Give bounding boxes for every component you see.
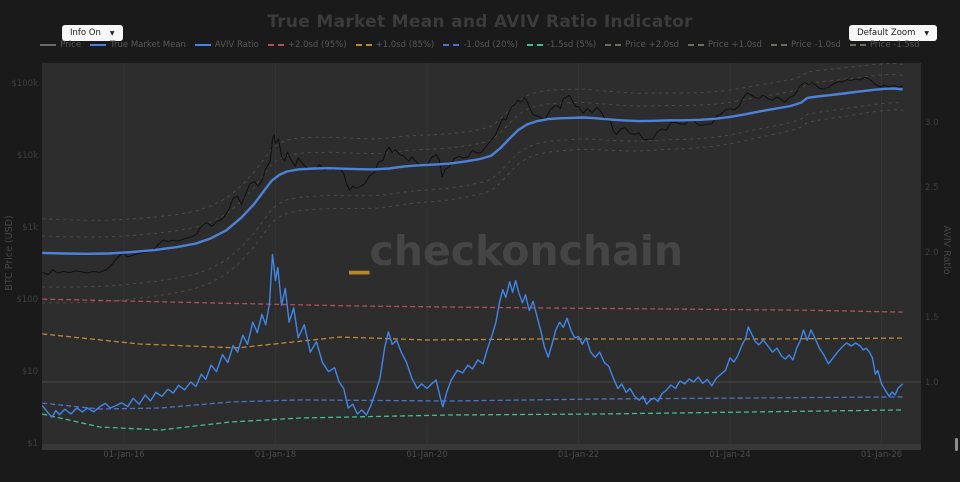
price-axis-tick-label: $1 xyxy=(27,439,38,449)
price-axis-tick-label: $100k xyxy=(11,79,38,89)
legend-item-label: +2.0sd (95%) xyxy=(287,40,347,50)
legend-swatch xyxy=(355,44,372,46)
zoom-dropdown[interactable]: Default Zoom ▼ xyxy=(849,25,937,41)
price-axis-tick-label: $10 xyxy=(22,367,38,377)
legend-item-label: Price -1.0sd xyxy=(790,40,841,50)
x-axis-tick-label: 01-Jan-20 xyxy=(406,450,447,460)
plot-background xyxy=(42,63,921,444)
legend-item-1-0sd-85[interactable]: +1.0sd (85%) xyxy=(355,40,435,50)
legend-item-label: True Market Mean xyxy=(110,40,186,50)
ratio-axis-title: AVIV Ratio xyxy=(941,225,952,274)
x-axis-tick-label: 01-Jan-26 xyxy=(861,450,902,460)
series-1-5sd-5 xyxy=(42,409,903,431)
legend-swatch xyxy=(688,44,705,46)
series-true-market-mean xyxy=(42,87,903,255)
chevron-down-icon: ▼ xyxy=(109,29,115,37)
legend-item-price-1-0sd[interactable]: Price -1.0sd xyxy=(770,40,841,50)
ratio-axis-tick-label: 1.5 xyxy=(925,313,939,323)
legend-item-label: -1.0sd (20%) xyxy=(463,40,518,50)
ratio-axis-tick-label: 1.0 xyxy=(925,378,939,388)
series-2-0sd-95 xyxy=(42,298,903,313)
band-price-1-0sd xyxy=(42,102,903,288)
zoom-dropdown-label: Default Zoom xyxy=(857,28,916,38)
legend-item-2-0sd-95[interactable]: +2.0sd (95%) xyxy=(267,40,347,50)
legend-item-1-5sd-5[interactable]: -1.5sd (5%) xyxy=(526,40,597,50)
legend-swatch xyxy=(40,44,57,46)
price-axis-tick-label: $10k xyxy=(17,151,38,161)
legend-swatch xyxy=(194,44,211,46)
ratio-axis-tick-label: 3.0 xyxy=(925,118,939,128)
legend-item-label: -1.5sd (5%) xyxy=(546,40,597,50)
legend-swatch xyxy=(605,44,622,46)
x-axis-tick-label: 01-Jan-18 xyxy=(255,450,296,460)
info-dropdown-label: Info On xyxy=(70,28,101,38)
chevron-down-icon: ▼ xyxy=(924,29,929,37)
price-axis-tick-label: $100 xyxy=(16,295,38,305)
series-aviv-ratio xyxy=(42,253,904,418)
band-price-1-5sd xyxy=(42,109,903,304)
price-axis-title: BTC Price (USD) xyxy=(4,215,15,290)
legend-swatch xyxy=(267,44,284,46)
legend-item-price[interactable]: Price xyxy=(40,40,81,50)
info-dropdown[interactable]: Info On ▼ xyxy=(62,25,123,41)
legend-swatch xyxy=(90,44,107,46)
legend-swatch xyxy=(770,44,787,46)
legend-item-aviv-ratio[interactable]: AVIV Ratio xyxy=(194,40,259,50)
legend: Price True Market Mean AVIV Ratio +2.0sd (9… xyxy=(0,40,960,50)
series-price xyxy=(42,76,903,276)
legend-item-price-2-0sd[interactable]: Price +2.0sd xyxy=(605,40,679,50)
series-1-0sd-85 xyxy=(42,333,903,349)
x-axis-tick-label: 01-Jan-22 xyxy=(558,450,599,460)
page-title: True Market Mean and AVIV Ratio Indicato… xyxy=(267,12,693,32)
legend-swatch xyxy=(849,44,866,46)
legend-item-label: Price +2.0sd xyxy=(625,40,680,50)
scrollbar-thumb[interactable] xyxy=(955,438,958,451)
series-group xyxy=(42,63,904,431)
band-price-2-0sd xyxy=(42,63,903,221)
legend-swatch xyxy=(443,44,460,46)
legend-item-true-market-mean[interactable]: True Market Mean xyxy=(90,40,186,50)
legend-swatch xyxy=(526,44,543,46)
band-price-1-0sd xyxy=(42,73,903,238)
legend-item-label: +1.0sd (85%) xyxy=(375,40,435,50)
legend-item-label: AVIV Ratio xyxy=(214,40,259,50)
legend-item-label: Price +1.0sd xyxy=(708,40,762,50)
legend-item-1-0sd-20[interactable]: -1.0sd (20%) xyxy=(443,40,518,50)
x-axis-tick-label: 01-Jan-24 xyxy=(709,450,750,460)
legend-item-label: Price xyxy=(60,40,82,50)
legend-item-label: Price -1.5sd xyxy=(869,40,920,50)
series-1-0sd-20 xyxy=(42,396,903,410)
x-axis-tick-label: 01-Jan-16 xyxy=(103,450,144,460)
legend-item-price-1-5sd[interactable]: Price -1.5sd xyxy=(849,40,920,50)
price-axis-tick-label: $1k xyxy=(22,223,38,233)
ratio-axis-tick-label: 2.5 xyxy=(925,183,939,193)
ratio-axis-tick-label: 2.0 xyxy=(925,248,939,258)
legend-item-price-1-0sd[interactable]: Price +1.0sd xyxy=(688,40,762,50)
rangeslider-strip[interactable] xyxy=(42,444,921,450)
